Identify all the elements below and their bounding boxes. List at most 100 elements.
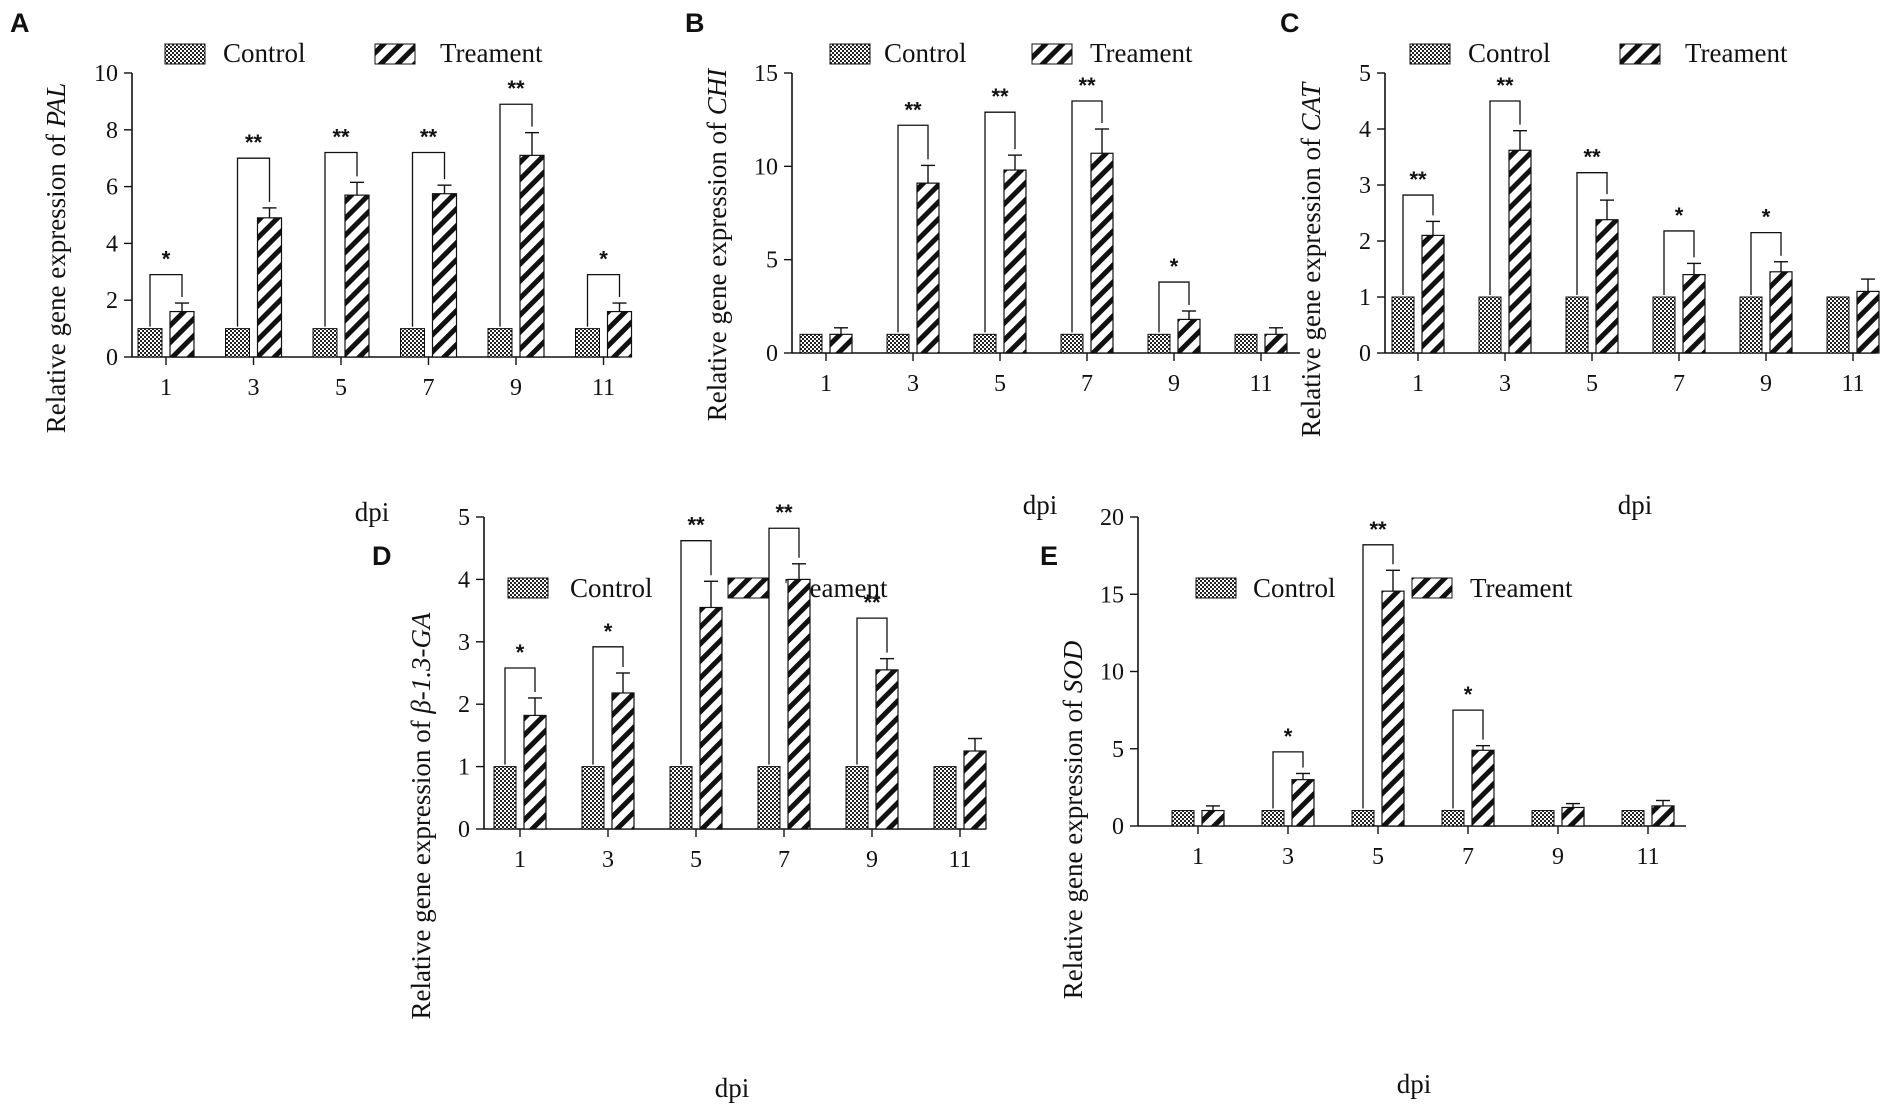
y-axis-title-b-gene: CHI <box>702 67 732 116</box>
x-tick-label-a: 1 <box>160 375 172 401</box>
y-axis-title-d-prefix: Relative gene expression of <box>406 714 436 1020</box>
bar-treament-c <box>1769 271 1793 354</box>
y-tick-label-d: 3 <box>458 630 470 656</box>
significance-bracket-a <box>236 157 271 327</box>
y-tick-label-a: 2 <box>106 288 118 314</box>
bar-control-c <box>1739 296 1763 354</box>
plot-area-a: 0 2 4 6 8 10 1 * 3 ** 5 ** 7 ** 9 ** 11 * <box>94 61 633 401</box>
y-tick-label-a: 0 <box>106 345 118 371</box>
y-tick-label-e: 20 <box>1100 505 1124 531</box>
bar-treament-b <box>1264 333 1288 354</box>
significance-bracket-a <box>586 273 621 327</box>
legend-e-treament-swatch <box>1411 577 1453 599</box>
y-tick-label-d: 1 <box>458 755 470 781</box>
legend-a-control-swatch <box>164 43 206 65</box>
y-tick-label-c: 2 <box>1359 229 1371 255</box>
bar-control-c <box>1652 296 1676 354</box>
x-tick-label-b: 1 <box>820 371 832 397</box>
y-axis-title-e-gene: SOD <box>1058 640 1088 693</box>
y-tick-label-b: 15 <box>754 61 778 87</box>
x-tick-label-e: 1 <box>1192 844 1204 870</box>
bar-control-c <box>1391 296 1415 354</box>
chart-panel-b: B Control Treament Relative gene express… <box>685 8 1300 520</box>
y-tick-label-e: 10 <box>1100 660 1124 686</box>
significance-bracket-b <box>1071 100 1103 333</box>
x-axis-title-a: dpi <box>355 497 390 527</box>
legend-c-treament-swatch <box>1619 43 1661 65</box>
x-tick-label-c: 5 <box>1586 371 1598 397</box>
significance-label-e: * <box>1464 682 1473 707</box>
x-axis-title-c: dpi <box>1618 490 1653 520</box>
panel-a-label: A <box>10 8 30 38</box>
x-tick-label-c: 9 <box>1760 371 1772 397</box>
bar-treament-e <box>1291 779 1315 827</box>
x-tick-label-d: 9 <box>866 847 878 873</box>
bar-control-a <box>400 328 425 358</box>
panel-c-label: C <box>1280 8 1300 38</box>
x-axis-title-b: dpi <box>1023 490 1058 520</box>
legend-e-control-swatch <box>1195 577 1237 599</box>
significance-bracket-c <box>1663 230 1695 295</box>
bar-control-e <box>1531 810 1555 827</box>
x-axis-title-e: dpi <box>1397 1069 1432 1099</box>
x-tick-label-d: 3 <box>602 847 614 873</box>
bar-control-a <box>487 328 513 358</box>
significance-label-a: ** <box>420 125 438 150</box>
significance-label-a: * <box>162 247 171 272</box>
x-tick-label-d: 5 <box>690 847 702 873</box>
x-tick-label-b: 3 <box>907 371 919 397</box>
bar-control-b <box>973 333 997 354</box>
x-tick-label-a: 11 <box>592 375 615 401</box>
bar-control-d <box>493 766 517 830</box>
bar-control-d <box>669 766 693 830</box>
bar-treament-a <box>344 194 370 358</box>
y-tick-label-d: 5 <box>458 505 470 531</box>
significance-label-d: ** <box>687 513 705 538</box>
significance-label-e: ** <box>1369 517 1387 542</box>
significance-bracket-d <box>768 527 800 765</box>
legend-e-control-label: Control <box>1253 573 1336 603</box>
y-axis-title-d: Relative gene expression of β-1.3-GA <box>406 612 436 1020</box>
x-tick-label-c: 11 <box>1841 371 1864 397</box>
bar-treament-d <box>523 714 547 830</box>
y-tick-label-b: 0 <box>766 341 778 367</box>
plot-area-e: 0 5 10 15 20 1 3 * 5 ** 7 * 9 11 <box>1100 505 1686 870</box>
y-tick-label-b: 5 <box>766 248 778 274</box>
plot-area-d: 0 1 2 3 4 5 1 * 3 * 5 ** 7 ** 9 ** 11 <box>458 500 987 873</box>
y-tick-label-e: 5 <box>1112 737 1124 763</box>
legend-b-control-swatch <box>829 43 871 65</box>
significance-label-c: ** <box>1496 73 1514 98</box>
bar-treament-d <box>787 578 811 830</box>
x-tick-label-a: 7 <box>423 375 435 401</box>
y-tick-label-d: 4 <box>458 567 470 593</box>
significance-bracket-a <box>324 151 358 327</box>
legend-e-treament-label: Treament <box>1470 573 1573 603</box>
legend-a-treament-label: Treament <box>440 38 543 68</box>
x-tick-label-e: 7 <box>1462 844 1474 870</box>
y-axis-title-c-prefix: Relative gene expression of <box>1296 131 1326 437</box>
bar-control-b <box>799 333 823 354</box>
significance-bracket-d <box>592 646 624 765</box>
significance-label-e: * <box>1284 724 1293 749</box>
x-tick-label-a: 9 <box>510 375 522 401</box>
significance-bracket-e <box>1452 709 1484 809</box>
panel-b-label: B <box>685 8 705 38</box>
y-tick-label-c: 1 <box>1359 285 1371 311</box>
bar-treament-e <box>1651 805 1675 827</box>
y-axis-title-c-gene: CAT <box>1296 81 1326 131</box>
chart-panel-e: E Control Treament Relative gene express… <box>1040 505 1686 1099</box>
y-tick-label-d: 0 <box>458 817 470 843</box>
significance-bracket-b <box>897 124 929 333</box>
y-tick-label-e: 0 <box>1112 814 1124 840</box>
significance-label-c: ** <box>1409 167 1427 192</box>
x-tick-label-e: 11 <box>1636 844 1659 870</box>
bar-treament-c <box>1682 274 1706 354</box>
y-tick-label-d: 2 <box>458 692 470 718</box>
bar-control-a <box>137 328 163 358</box>
bar-treament-e <box>1471 749 1495 827</box>
legend-b-treament-swatch <box>1031 43 1073 65</box>
significance-label-b: ** <box>1078 73 1096 98</box>
significance-label-d: ** <box>863 590 881 615</box>
bar-control-e <box>1621 810 1645 827</box>
bar-treament-d <box>699 606 723 830</box>
